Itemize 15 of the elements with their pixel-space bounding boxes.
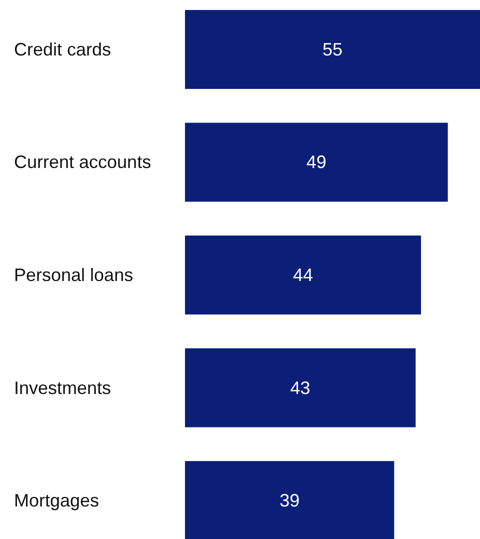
- bar: [185, 236, 421, 314]
- data-label: 43: [290, 378, 310, 398]
- y-tick-label: Current accounts: [14, 152, 152, 172]
- bar: [185, 348, 416, 428]
- y-tick-label: Mortgages: [14, 490, 100, 511]
- bar: [185, 461, 394, 539]
- y-tick-label: Investments: [14, 378, 112, 398]
- data-label: 39: [280, 490, 300, 511]
- y-tick-label: Credit cards: [14, 39, 112, 60]
- data-label: 49: [306, 152, 326, 172]
- y-tick-label: Personal loans: [14, 265, 134, 285]
- data-label: 55: [322, 39, 343, 60]
- bar: [185, 122, 448, 202]
- bar: [185, 10, 480, 89]
- data-label: 44: [292, 265, 314, 285]
